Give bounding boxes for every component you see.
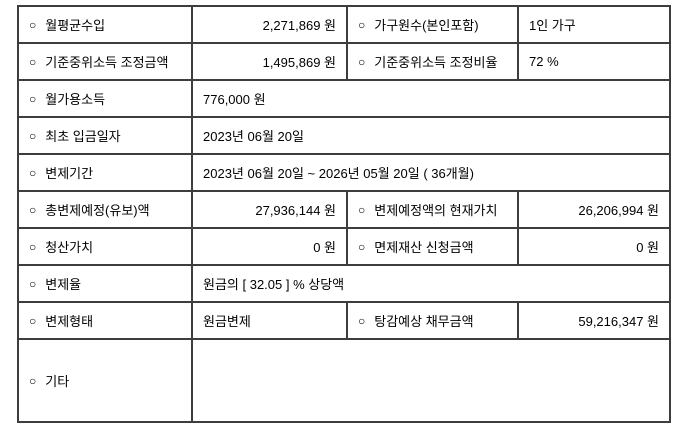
label-text: 변제형태 — [45, 314, 94, 329]
table-row: ○ 월가용소득 776,000 원 — [17, 79, 671, 118]
value-cell-repayment-period: 2023년 06월 20일 ~ 2026년 05월 20일 ( 36개월) — [191, 153, 671, 192]
label-cell-median-income-adjustment-ratio: ○ 기준중위소득 조정비율 — [346, 42, 519, 81]
circle-bullet: ○ — [29, 18, 37, 32]
table-row: ○ 청산가치 0 원 ○ 면제재산 신청금액 0 원 — [17, 227, 671, 266]
label-cell-exempt-property-request-amount: ○ 면제재산 신청금액 — [346, 227, 519, 266]
label-text: 기준중위소득 조정비율 — [374, 55, 498, 70]
table-row: ○ 총변제예정(유보)액 27,936,144 원 ○ 변제예정액의 현재가치 26… — [17, 190, 671, 229]
value-cell-first-deposit-date: 2023년 06월 20일 — [191, 116, 671, 155]
table-row: ○ 기타 — [17, 338, 671, 423]
label-text: 월평균수입 — [45, 18, 106, 33]
label-cell-monthly-average-income: ○ 월평균수입 — [17, 5, 193, 44]
label-text: 변제율 — [45, 277, 82, 292]
label-text: 탕감예상 채무금액 — [374, 314, 474, 329]
circle-bullet: ○ — [358, 203, 366, 217]
circle-bullet: ○ — [358, 55, 366, 69]
label-text: 기준중위소득 조정금액 — [45, 55, 169, 70]
label-cell-other-notes: ○ 기타 — [17, 338, 193, 423]
table-row: ○ 월평균수입 2,271,869 원 ○ 가구원수(본인포함) 1인 가구 — [17, 5, 671, 44]
table-row: ○ 변제기간 2023년 06월 20일 ~ 2026년 05월 20일 ( 36… — [17, 153, 671, 192]
label-cell-present-value-of-repayment: ○ 변제예정액의 현재가치 — [346, 190, 519, 229]
label-cell-median-income-adjusted-amount: ○ 기준중위소득 조정금액 — [17, 42, 193, 81]
label-cell-repayment-period: ○ 변제기간 — [17, 153, 193, 192]
label-cell-expected-debt-exemption-amount: ○ 탕감예상 채무금액 — [346, 301, 519, 340]
table-row: ○ 최초 입금일자 2023년 06월 20일 — [17, 116, 671, 155]
label-text: 기타 — [45, 374, 70, 389]
circle-bullet: ○ — [29, 166, 37, 180]
table-row: ○ 변제율 원금의 [ 32.05 ] % 상당액 — [17, 264, 671, 303]
value-cell-repayment-type: 원금변제 — [191, 301, 348, 340]
label-text: 총변제예정(유보)액 — [45, 203, 150, 218]
value-cell-household-members: 1인 가구 — [517, 5, 671, 44]
value-cell-expected-debt-exemption-amount: 59,216,347 원 — [517, 301, 671, 340]
value-cell-monthly-average-income: 2,271,869 원 — [191, 5, 348, 44]
value-cell-repayment-rate: 원금의 [ 32.05 ] % 상당액 — [191, 264, 671, 303]
value-cell-liquidation-value: 0 원 — [191, 227, 348, 266]
label-text: 변제예정액의 현재가치 — [374, 203, 498, 218]
circle-bullet: ○ — [29, 374, 37, 388]
label-text: 월가용소득 — [45, 92, 106, 107]
label-cell-monthly-disposable-income: ○ 월가용소득 — [17, 79, 193, 118]
value-cell-exempt-property-request-amount: 0 원 — [517, 227, 671, 266]
circle-bullet: ○ — [29, 240, 37, 254]
label-text: 청산가치 — [45, 240, 94, 255]
label-cell-total-expected-repayment: ○ 총변제예정(유보)액 — [17, 190, 193, 229]
circle-bullet: ○ — [29, 314, 37, 328]
circle-bullet: ○ — [29, 129, 37, 143]
circle-bullet: ○ — [358, 18, 366, 32]
circle-bullet: ○ — [29, 277, 37, 291]
circle-bullet: ○ — [29, 203, 37, 217]
circle-bullet: ○ — [358, 314, 366, 328]
value-cell-other-notes — [191, 338, 671, 423]
label-cell-first-deposit-date: ○ 최초 입금일자 — [17, 116, 193, 155]
value-cell-median-income-adjustment-ratio: 72 % — [517, 42, 671, 81]
circle-bullet: ○ — [29, 55, 37, 69]
value-cell-median-income-adjusted-amount: 1,495,869 원 — [191, 42, 348, 81]
label-text: 가구원수(본인포함) — [374, 18, 479, 33]
label-cell-repayment-type: ○ 변제형태 — [17, 301, 193, 340]
table-row: ○ 변제형태 원금변제 ○ 탕감예상 채무금액 59,216,347 원 — [17, 301, 671, 340]
table-row: ○ 기준중위소득 조정금액 1,495,869 원 ○ 기준중위소득 조정비율 72… — [17, 42, 671, 81]
circle-bullet: ○ — [358, 240, 366, 254]
label-text: 변제기간 — [45, 166, 94, 181]
repayment-plan-table: ○ 월평균수입 2,271,869 원 ○ 가구원수(본인포함) 1인 가구 ○ 기준… — [17, 5, 671, 423]
circle-bullet: ○ — [29, 92, 37, 106]
label-cell-household-members: ○ 가구원수(본인포함) — [346, 5, 519, 44]
label-cell-liquidation-value: ○ 청산가치 — [17, 227, 193, 266]
value-cell-present-value-of-repayment: 26,206,994 원 — [517, 190, 671, 229]
label-text: 최초 입금일자 — [45, 129, 121, 144]
label-cell-repayment-rate: ○ 변제율 — [17, 264, 193, 303]
value-cell-monthly-disposable-income: 776,000 원 — [191, 79, 671, 118]
value-cell-total-expected-repayment: 27,936,144 원 — [191, 190, 348, 229]
label-text: 면제재산 신청금액 — [374, 240, 474, 255]
